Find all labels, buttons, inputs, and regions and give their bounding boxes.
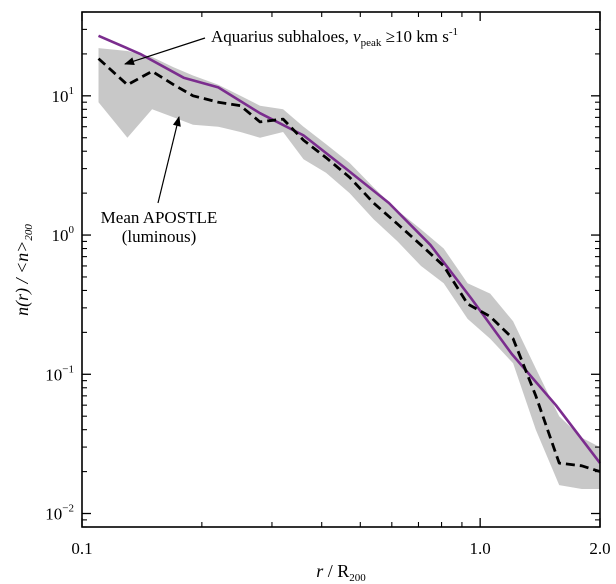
plot-area	[97, 34, 602, 489]
plot-frame	[81, 11, 601, 528]
aquarius-line	[97, 34, 602, 464]
y-tick-label: 10−2	[45, 503, 74, 524]
axis-ticks: 0.1 1.0 2.0 10−2 10−1 100 101	[45, 11, 611, 558]
annotation-aquarius: Aquarius subhaloes, vpeak ≥10 km s-1	[211, 26, 458, 49]
x-axis-label: r / R200	[316, 561, 366, 584]
arrow-aquarius	[124, 37, 206, 66]
y-tick-label: 10−1	[45, 363, 74, 384]
x-tick-label: 1.0	[470, 539, 491, 558]
y-tick-label: 100	[52, 224, 75, 245]
y-tick-label: 101	[52, 85, 75, 106]
x-tick-label: 0.1	[71, 539, 92, 558]
y-axis-label: n(r) / <n>200	[12, 224, 35, 316]
annotation-apostle-line2: (luminous)	[122, 227, 197, 246]
annotation-apostle-line1: Mean APOSTLE	[101, 208, 218, 227]
apostle-scatter-band	[98, 48, 600, 489]
arrow-apostle	[157, 116, 181, 204]
apostle-mean-line	[97, 57, 601, 473]
x-tick-label: 2.0	[589, 539, 610, 558]
